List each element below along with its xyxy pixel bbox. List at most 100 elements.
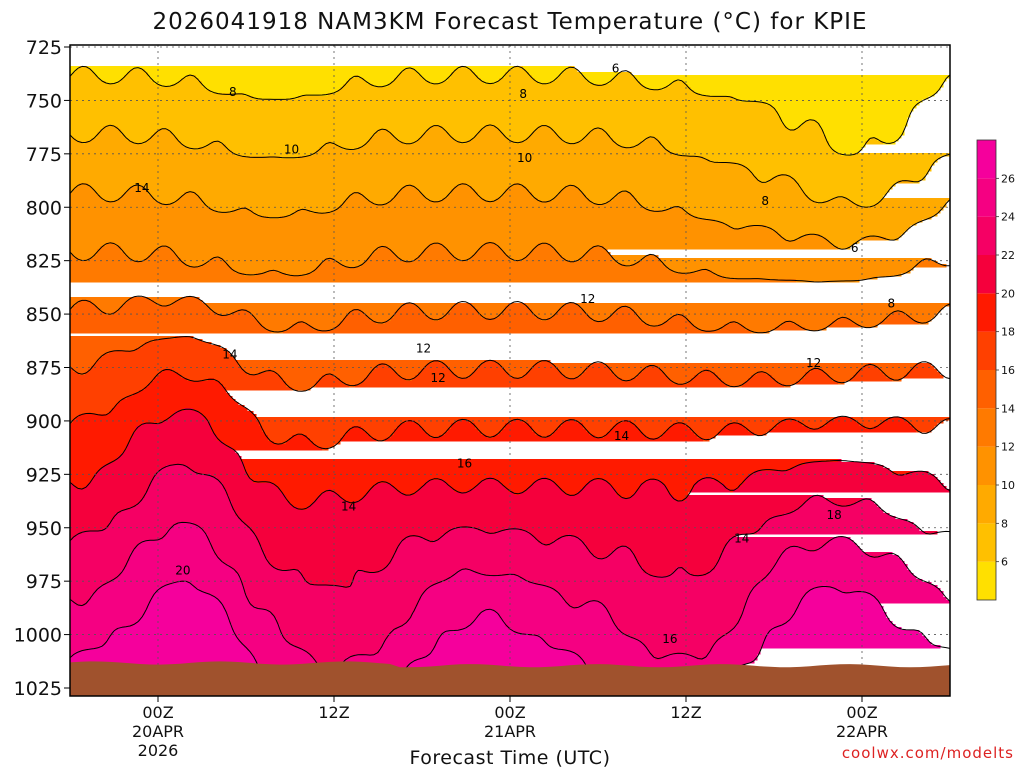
temperature-band-cell <box>238 516 773 520</box>
temperature-band-cell <box>130 297 149 301</box>
temperature-band-cell <box>799 183 896 187</box>
temperature-band-cell <box>88 183 461 187</box>
temperature-band-cell <box>373 135 395 139</box>
temperature-band-cell <box>505 621 614 625</box>
temperature-band-cell <box>580 72 620 76</box>
temperature-band-cell <box>769 429 917 433</box>
temperature-band-cell <box>622 420 632 424</box>
temperature-band-cell <box>88 648 248 652</box>
temperature-band-cell <box>70 66 80 70</box>
temperature-band-cell <box>253 96 299 100</box>
temperature-band-cell <box>502 312 533 316</box>
temperature-band-cell <box>226 444 317 448</box>
temperature-band-cell <box>796 180 899 184</box>
temperature-band-cell <box>562 306 581 310</box>
temperature-band-cell <box>799 324 830 328</box>
temperature-band-cell <box>757 372 767 376</box>
temperature-band-cell <box>100 468 161 472</box>
temperature-band-cell <box>472 303 509 307</box>
temperature-band-cell <box>70 561 128 565</box>
temperature-band-cell <box>130 69 146 73</box>
temperature-band-cell <box>886 237 899 241</box>
temperature-band-cell <box>442 126 485 130</box>
temperature-band-cell <box>70 180 761 184</box>
temperature-band-cell <box>796 465 884 469</box>
temperature-band-cell <box>853 153 950 157</box>
temperature-band-cell <box>724 483 743 487</box>
temperature-band-cell <box>250 528 452 532</box>
temperature-band-cell <box>277 486 374 490</box>
temperature-band-cell <box>70 360 98 364</box>
temperature-band-cell <box>595 555 608 559</box>
temperature-band-cell <box>364 195 395 199</box>
temperature-band-cell <box>241 459 839 463</box>
temperature-band-cell <box>637 144 662 148</box>
temperature-band-cell <box>766 519 908 523</box>
temperature-band-cell <box>172 249 377 253</box>
temperature-band-cell <box>478 615 500 619</box>
temperature-band-cell <box>646 255 659 259</box>
temperature-band-cell <box>718 432 755 436</box>
temperature-band-cell <box>613 549 632 553</box>
temperature-band-cell <box>478 483 503 487</box>
temperature-band-cell <box>598 600 746 604</box>
temperature-band-cell <box>76 603 86 607</box>
temperature-band-cell <box>169 129 380 133</box>
temperature-band-cell <box>442 198 485 202</box>
temperature-band-cell <box>229 618 278 622</box>
contour-line-18 <box>70 369 950 450</box>
temperature-band-cell <box>121 399 236 403</box>
temperature-band-cell <box>343 264 362 268</box>
temperature-band-cell <box>277 567 386 571</box>
temperature-band-cell <box>520 492 566 496</box>
temperature-band-cell <box>724 546 791 550</box>
temperature-band-cell <box>646 435 662 439</box>
temperature-band-cell <box>70 633 113 637</box>
temperature-band-cell <box>349 78 365 82</box>
temperature-band-cell <box>403 186 416 190</box>
temperature-band-cell <box>133 141 146 145</box>
temperature-band-cell <box>70 213 257 217</box>
temperature-band-cell <box>523 420 566 424</box>
temperature-band-cell <box>547 585 755 589</box>
temperature-band-cell <box>826 138 869 142</box>
temperature-band-cell <box>718 558 779 562</box>
contour-line-8 <box>70 124 950 208</box>
temperature-band-cell <box>613 372 641 376</box>
temperature-band-cell <box>328 93 701 97</box>
temperature-band-cell <box>388 636 440 640</box>
temperature-band-cell <box>406 621 473 625</box>
temperature-band-cell <box>862 498 872 502</box>
temperature-band-cell <box>418 255 455 259</box>
temperature-band-cell <box>523 66 569 70</box>
temperature-band-cell <box>124 567 233 571</box>
temperature-band-cell <box>442 81 485 85</box>
temperature-band-cell <box>493 477 542 481</box>
temperature-band-cell <box>853 201 881 205</box>
temperature-band-cell <box>496 126 539 130</box>
temperature-band-cell <box>481 363 500 367</box>
temperature-band-cell <box>826 498 863 502</box>
contour-label: 8 <box>519 87 527 101</box>
temperature-band-cell <box>511 258 524 262</box>
temperature-band-cell <box>298 156 704 160</box>
temperature-band-cell <box>721 327 746 331</box>
temperature-band-cell <box>424 483 449 487</box>
x-tick-label: 12Z <box>670 703 701 722</box>
contour-line-20 <box>70 408 950 510</box>
temperature-band-cell <box>853 321 881 325</box>
temperature-band-cell <box>70 372 80 376</box>
temperature-band-cell <box>550 126 788 130</box>
temperature-band-cell <box>613 618 740 622</box>
temperature-band-cell <box>799 546 821 550</box>
temperature-band-cell <box>418 489 455 493</box>
temperature-band-cell <box>583 192 620 196</box>
temperature-band-cell <box>451 486 476 490</box>
temperature-band-cell <box>127 447 233 451</box>
temperature-band-cell <box>361 309 398 313</box>
temperature-band-cell <box>304 321 341 325</box>
temperature-band-cell <box>784 237 800 241</box>
temperature-band-cell <box>913 318 932 322</box>
temperature-band-cell <box>121 570 236 574</box>
temperature-band-cell <box>850 318 887 322</box>
